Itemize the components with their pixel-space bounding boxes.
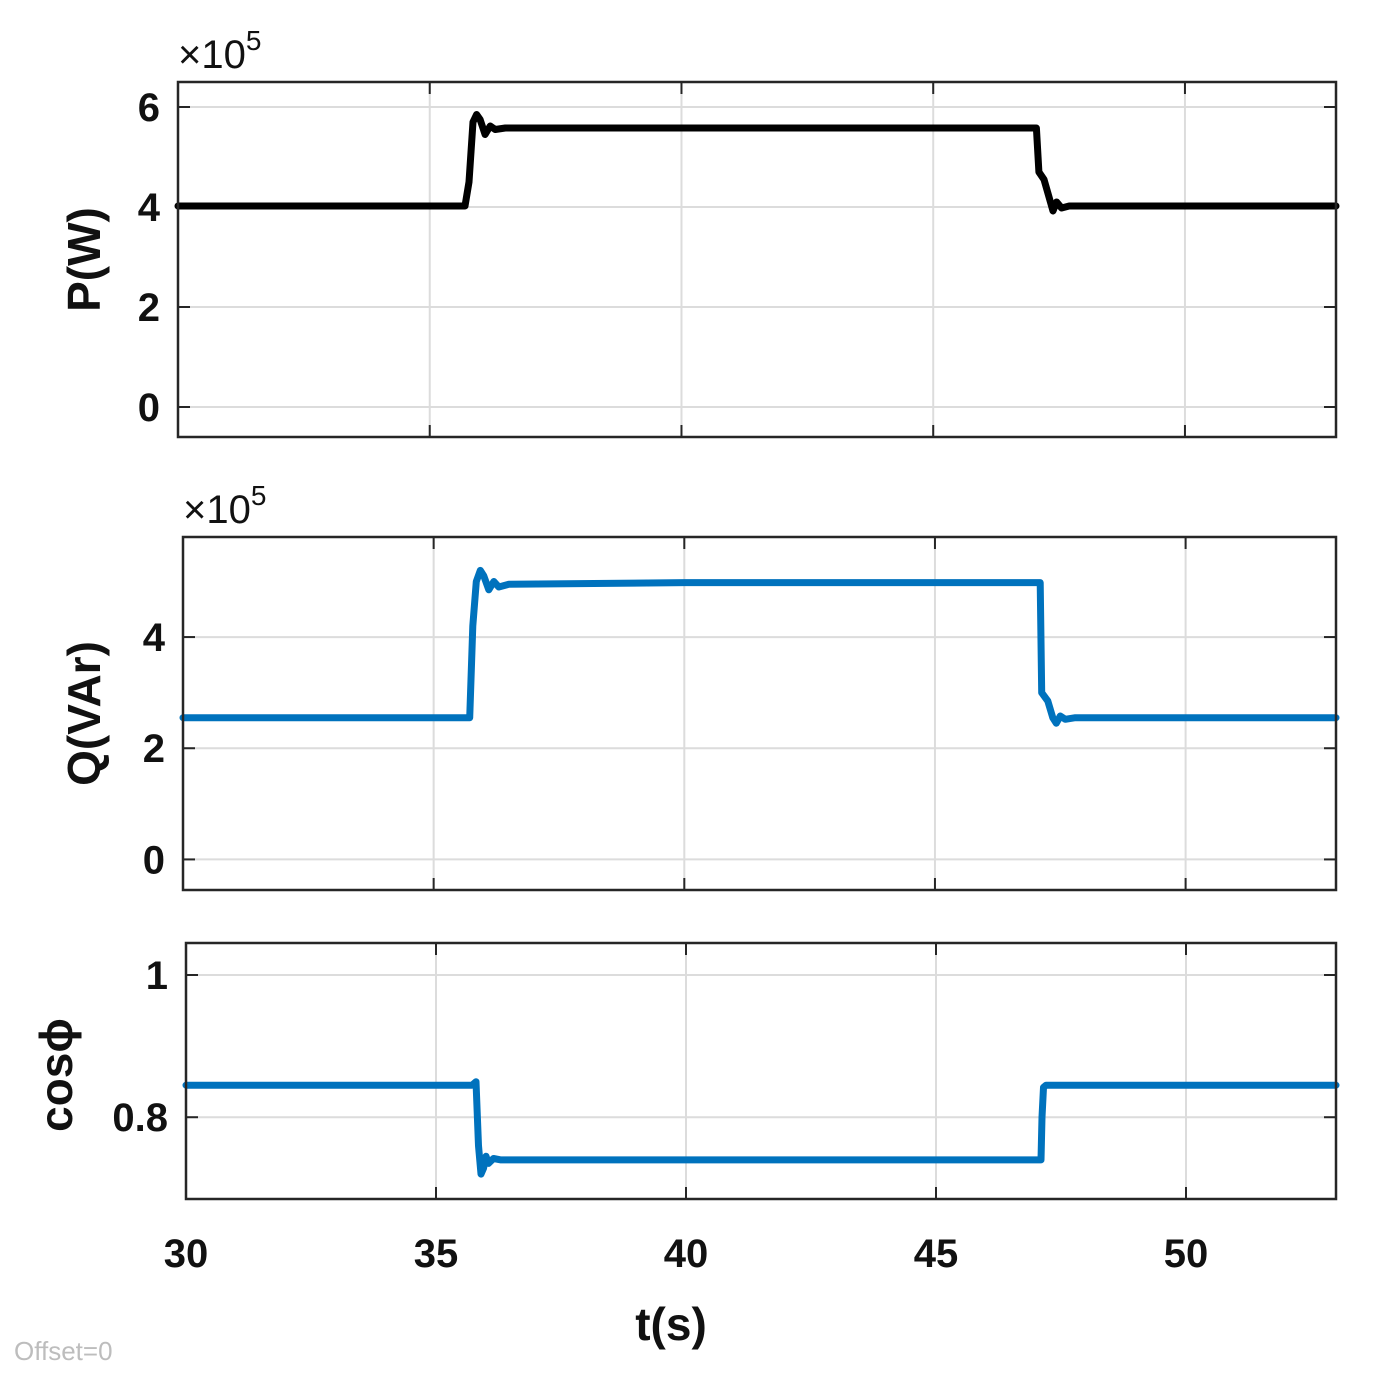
axes-box <box>181 535 1338 892</box>
series-line <box>182 1078 1340 1178</box>
y-axis-label: Q(VAr) <box>58 641 110 786</box>
offset-label: Offset=0 <box>14 1336 113 1366</box>
y-tick-label: 6 <box>138 86 160 130</box>
x-tick-label: 30 <box>164 1232 209 1276</box>
x-tick-label: 45 <box>914 1232 959 1276</box>
chart-panel-3: 0.8 1 30 35 40 45 50 cosϕ t(s) <box>30 941 1340 1350</box>
x-tick-label: 40 <box>664 1232 709 1276</box>
y-tick-label: 1 <box>146 954 168 998</box>
y-tick-label: 4 <box>138 186 161 230</box>
y-tick-label: 0 <box>143 838 165 882</box>
y-tick-label: 2 <box>143 727 165 771</box>
plot-area <box>178 82 1336 437</box>
y-axis-label: P(W) <box>58 207 110 312</box>
series-line <box>174 111 1340 215</box>
x-tick-label: 50 <box>1164 1232 1209 1276</box>
y-tick-label: 2 <box>138 286 160 330</box>
y-tick-label: 4 <box>143 616 166 660</box>
axes-box <box>176 80 1338 439</box>
x-axis-label: t(s) <box>635 1298 707 1350</box>
chart-panel-1: 0 2 4 6 P(W) ×105 <box>58 25 1340 439</box>
x-tick-label: 35 <box>414 1232 459 1276</box>
series-line <box>179 566 1340 727</box>
plot-area <box>183 537 1336 890</box>
y-axis-label: cosϕ <box>30 1018 82 1132</box>
axes-box <box>184 941 1338 1201</box>
plot-area <box>186 943 1336 1199</box>
y-tick-label: 0.8 <box>112 1096 168 1140</box>
chart-panel-2: 0 2 4 Q(VAr) ×105 <box>58 480 1340 892</box>
exponent-label: ×105 <box>178 25 261 77</box>
y-tick-label: 0 <box>138 386 160 430</box>
exponent-label: ×105 <box>183 480 266 532</box>
